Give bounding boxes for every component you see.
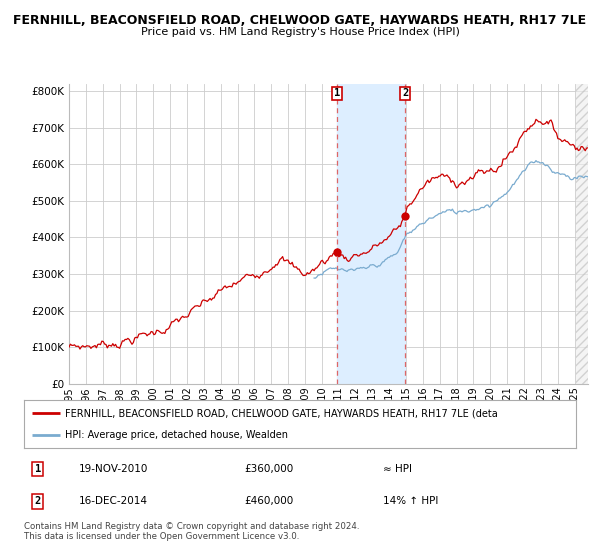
Text: ≈ HPI: ≈ HPI	[383, 464, 412, 474]
Text: 1: 1	[35, 464, 41, 474]
Text: FERNHILL, BEACONSFIELD ROAD, CHELWOOD GATE, HAYWARDS HEATH, RH17 7LE (deta: FERNHILL, BEACONSFIELD ROAD, CHELWOOD GA…	[65, 408, 498, 418]
Text: 16-DEC-2014: 16-DEC-2014	[79, 496, 148, 506]
Text: £360,000: £360,000	[245, 464, 294, 474]
Text: 19-NOV-2010: 19-NOV-2010	[79, 464, 149, 474]
Text: 2: 2	[35, 496, 41, 506]
Text: 14% ↑ HPI: 14% ↑ HPI	[383, 496, 438, 506]
Text: Contains HM Land Registry data © Crown copyright and database right 2024.
This d: Contains HM Land Registry data © Crown c…	[24, 522, 359, 542]
Bar	[576, 84, 588, 384]
Text: HPI: Average price, detached house, Wealden: HPI: Average price, detached house, Weal…	[65, 430, 289, 440]
Text: 1: 1	[334, 88, 340, 99]
Text: Price paid vs. HM Land Registry's House Price Index (HPI): Price paid vs. HM Land Registry's House …	[140, 27, 460, 37]
Text: 2: 2	[402, 88, 409, 99]
Text: £460,000: £460,000	[245, 496, 294, 506]
Bar	[337, 84, 406, 384]
Text: FERNHILL, BEACONSFIELD ROAD, CHELWOOD GATE, HAYWARDS HEATH, RH17 7LE: FERNHILL, BEACONSFIELD ROAD, CHELWOOD GA…	[13, 14, 587, 27]
